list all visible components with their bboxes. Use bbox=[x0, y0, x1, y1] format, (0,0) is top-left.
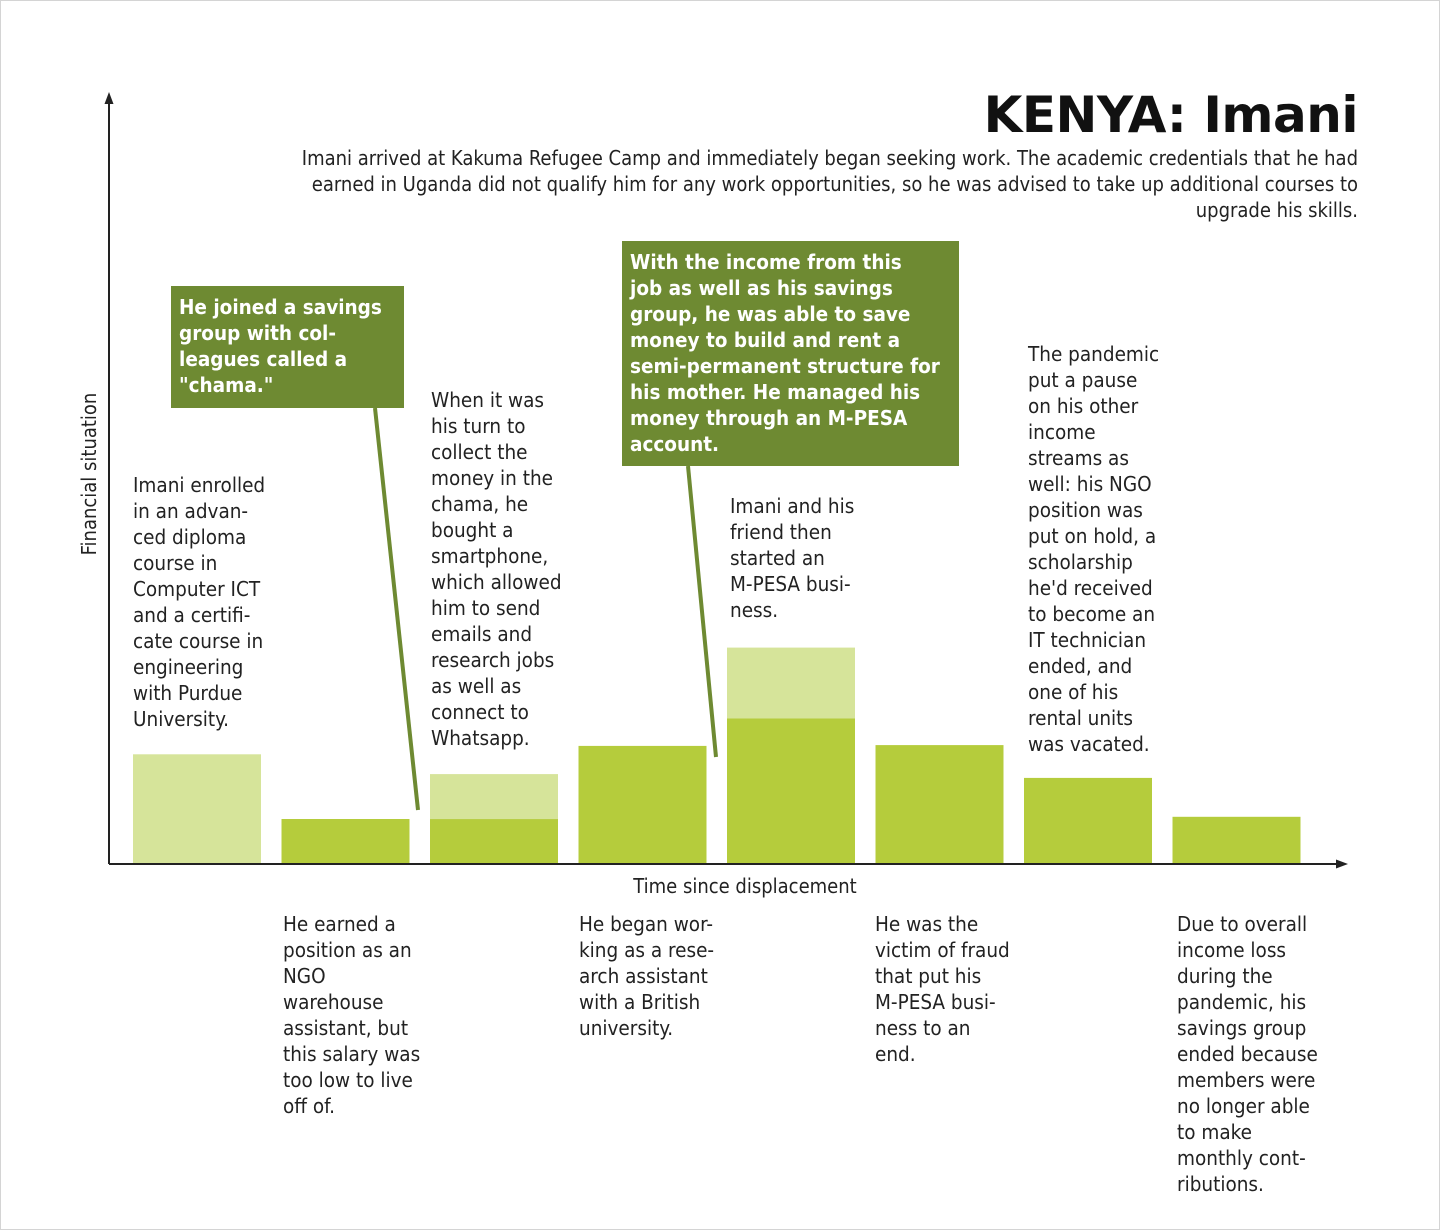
bar-income-6 bbox=[875, 745, 1004, 864]
annotation-research-assistant: He began wor- king as a rese- arch assis… bbox=[579, 912, 715, 1040]
y-axis-label: Financial situation bbox=[77, 392, 101, 556]
x-axis-label: Time since displacement bbox=[633, 874, 857, 898]
callout-structure: With the income from this job as well as… bbox=[622, 241, 959, 466]
annotation-savings-ended: Due to overall income loss during the pa… bbox=[1177, 912, 1318, 1196]
callout-chama: He joined a savings group with col- leag… bbox=[171, 286, 404, 408]
bars-group bbox=[133, 647, 1301, 864]
leader-line-chama bbox=[373, 407, 420, 811]
bar-income-7 bbox=[1024, 777, 1152, 864]
bar-additional-1 bbox=[133, 754, 261, 864]
chart-subtitle: Imani arrived at Kakuma Refugee Camp and… bbox=[301, 146, 1358, 222]
bar-income-5 bbox=[727, 718, 855, 864]
bar-additional-3 bbox=[430, 774, 558, 820]
bar-income-2 bbox=[281, 819, 410, 864]
callout-leaders bbox=[373, 407, 718, 811]
bar-income-3 bbox=[430, 819, 558, 864]
annotation-pandemic: The pandemic put a pause on his other in… bbox=[1028, 342, 1160, 756]
bar-income-8 bbox=[1172, 816, 1301, 864]
annotation-fraud: He was the victim of fraud that put his … bbox=[875, 912, 1010, 1066]
chart-title: KENYA: Imani bbox=[983, 86, 1359, 144]
leader-line-structure bbox=[686, 465, 718, 758]
annotation-enrolled: Imani enrolled in an advan- ced diploma … bbox=[133, 473, 266, 731]
bar-income-4 bbox=[578, 745, 707, 864]
x-axis-arrow bbox=[1336, 859, 1348, 869]
y-axis-arrow bbox=[104, 92, 114, 104]
bar-additional-5 bbox=[727, 647, 855, 719]
annotation-smartphone: When it was his turn to collect the mone… bbox=[431, 388, 562, 750]
annotation-mpesa-business: Imani and his friend then started an M-P… bbox=[730, 494, 855, 622]
annotation-ngo-position: He earned a position as an NGO warehouse… bbox=[283, 912, 421, 1118]
axes-group bbox=[104, 92, 1348, 869]
